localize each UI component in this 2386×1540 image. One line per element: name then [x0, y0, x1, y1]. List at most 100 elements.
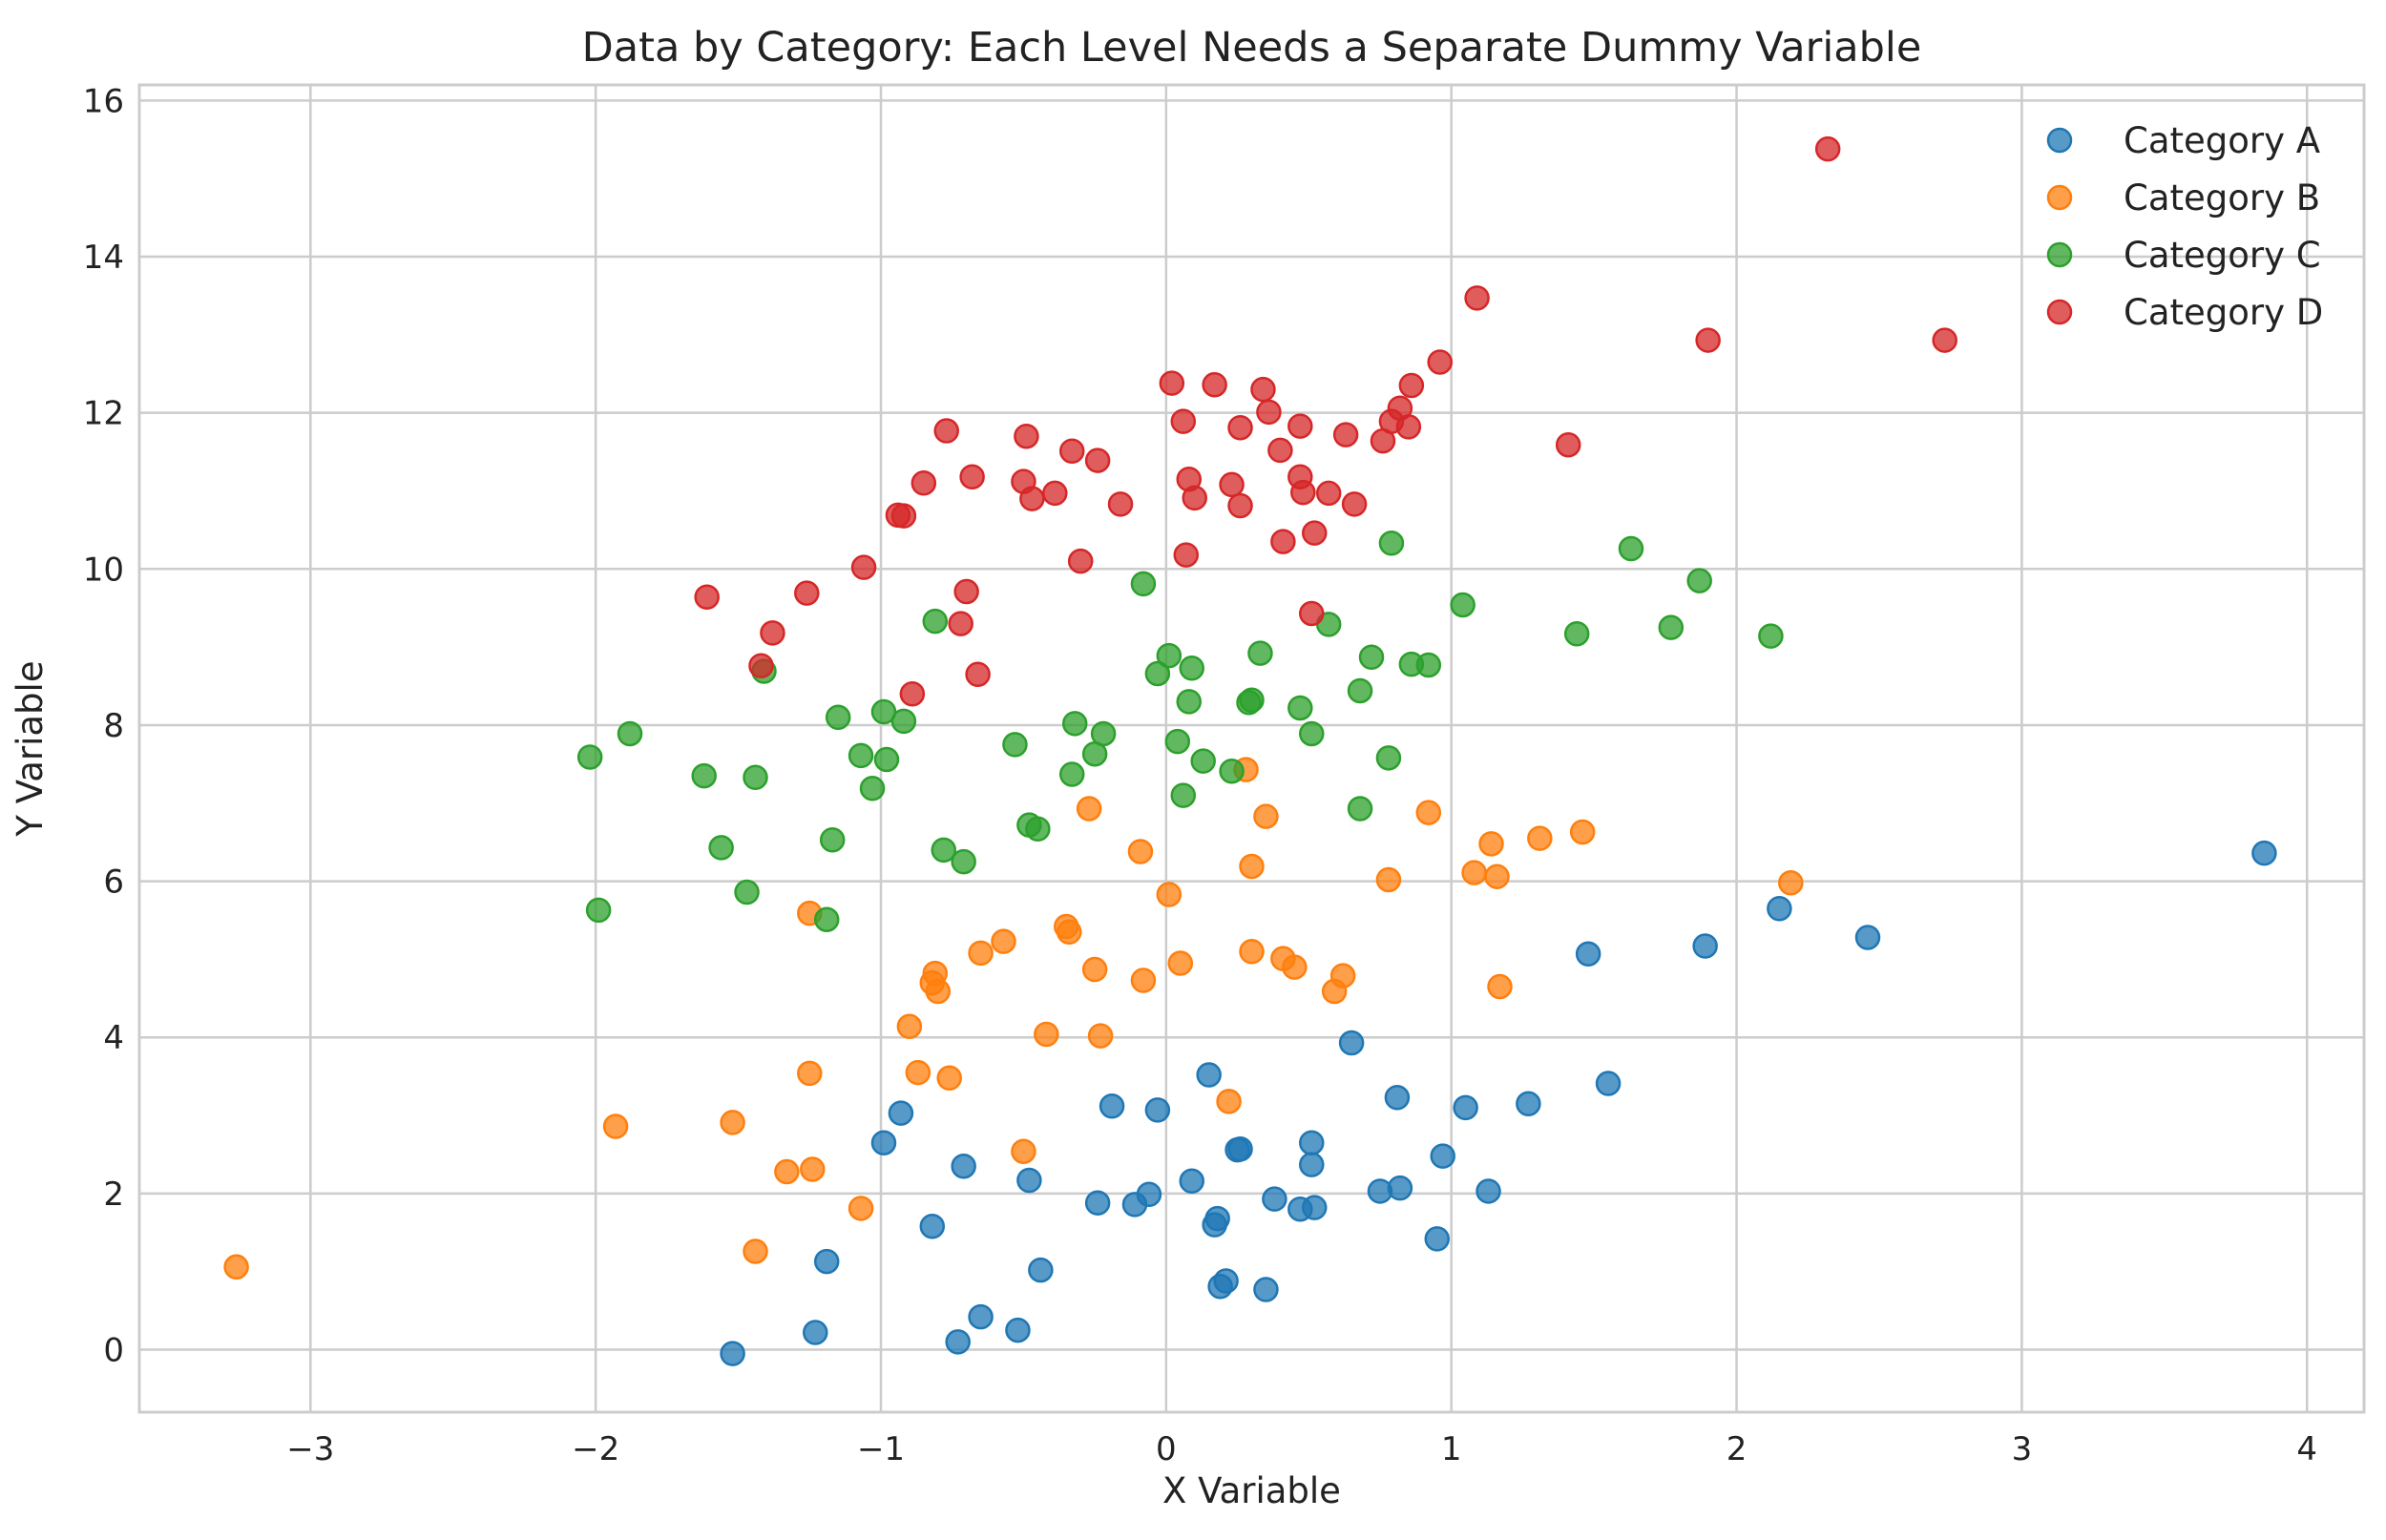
- x-tick-label: 4: [2296, 1430, 2317, 1468]
- data-point: [1299, 720, 1325, 747]
- y-tick-label: 2: [103, 1176, 124, 1214]
- data-point: [848, 1196, 874, 1221]
- x-tick-label: 3: [2012, 1430, 2033, 1468]
- data-point: [602, 1113, 629, 1139]
- data-point: [899, 680, 926, 707]
- data-points: [223, 135, 2277, 1366]
- data-point: [1034, 1021, 1059, 1048]
- data-point: [1019, 486, 1045, 511]
- data-point: [1005, 1317, 1031, 1343]
- data-point: [743, 1238, 768, 1264]
- data-point: [1484, 864, 1510, 889]
- data-point: [1282, 954, 1308, 980]
- data-point: [951, 1154, 976, 1179]
- data-point: [1084, 447, 1111, 473]
- legend: Category A Category B Category C Category D: [2046, 120, 2323, 333]
- data-point: [1250, 376, 1276, 403]
- data-point: [1028, 1257, 1054, 1283]
- legend-label: Category C: [2124, 235, 2321, 276]
- x-tick-labels: −3 −2 −1 0 1 2 3 4: [286, 1430, 2317, 1468]
- data-point: [1002, 732, 1028, 758]
- data-point: [1219, 758, 1245, 784]
- data-point: [617, 720, 643, 747]
- grid: [139, 85, 2364, 1412]
- data-point: [1011, 1138, 1036, 1164]
- data-point: [1016, 1167, 1042, 1194]
- data-point: [890, 503, 917, 529]
- data-point: [1290, 479, 1316, 506]
- data-point: [1219, 471, 1245, 498]
- data-point: [794, 580, 820, 606]
- chart-title: Data by Category: Each Level Needs a Sep…: [582, 24, 1922, 72]
- data-point: [873, 746, 900, 773]
- data-point: [1090, 720, 1117, 747]
- data-point: [1127, 839, 1154, 864]
- data-point: [1204, 1205, 1230, 1232]
- data-point: [1516, 1091, 1541, 1117]
- data-point: [1315, 480, 1342, 507]
- data-point: [933, 418, 959, 444]
- data-point: [1156, 642, 1183, 669]
- data-point: [1854, 925, 1881, 950]
- x-tick-label: 2: [1727, 1430, 1748, 1468]
- data-point: [1173, 542, 1200, 568]
- data-point: [890, 708, 917, 735]
- data-point: [1213, 1268, 1239, 1294]
- y-tick-label: 4: [103, 1019, 124, 1057]
- data-point: [813, 906, 840, 932]
- data-point: [1692, 933, 1718, 959]
- series-c: [576, 531, 1784, 932]
- data-point: [691, 762, 717, 789]
- data-point: [1461, 860, 1487, 885]
- legend-item: Category D: [2046, 292, 2323, 333]
- data-point: [576, 744, 603, 770]
- data-point: [1087, 1023, 1114, 1049]
- data-point: [774, 1158, 800, 1185]
- data-point: [1398, 372, 1425, 399]
- data-point: [1555, 431, 1581, 458]
- data-point: [1262, 1186, 1287, 1212]
- y-axis-label: Y Variable: [10, 660, 51, 837]
- data-point: [1216, 1089, 1242, 1114]
- data-point: [708, 835, 734, 861]
- data-point: [1025, 816, 1051, 843]
- legend-label: Category D: [2124, 292, 2323, 333]
- axes-frame: [137, 83, 2366, 1414]
- legend-marker: [2046, 241, 2073, 268]
- data-point: [1569, 819, 1596, 845]
- data-point: [896, 1013, 923, 1040]
- data-point: [1338, 1030, 1365, 1056]
- data-point: [968, 940, 994, 967]
- legend-marker: [2046, 184, 2073, 211]
- data-point: [1182, 485, 1207, 511]
- data-point: [1202, 371, 1227, 398]
- data-point: [870, 1130, 897, 1155]
- data-point: [1287, 695, 1313, 721]
- data-point: [1563, 620, 1590, 647]
- data-point: [825, 704, 851, 731]
- data-point: [1487, 973, 1513, 1000]
- data-point: [1058, 438, 1085, 465]
- y-tick-label: 12: [83, 395, 124, 433]
- data-point: [848, 742, 874, 769]
- data-point: [1332, 422, 1359, 447]
- data-point: [585, 897, 612, 924]
- data-point: [1058, 761, 1085, 787]
- data-point: [1778, 869, 1804, 896]
- data-point: [1415, 652, 1442, 678]
- data-point: [968, 1303, 994, 1330]
- legend-marker: [2046, 127, 2073, 154]
- x-tick-label: −2: [572, 1430, 619, 1468]
- data-point: [1170, 782, 1197, 808]
- data-point: [1464, 285, 1490, 311]
- data-point: [803, 1320, 828, 1345]
- data-point: [1299, 1130, 1325, 1155]
- data-point: [1144, 660, 1171, 687]
- data-point: [1415, 800, 1442, 825]
- data-point: [1076, 796, 1102, 822]
- data-point: [1167, 950, 1194, 976]
- data-point: [1375, 866, 1402, 893]
- data-point: [1239, 687, 1265, 714]
